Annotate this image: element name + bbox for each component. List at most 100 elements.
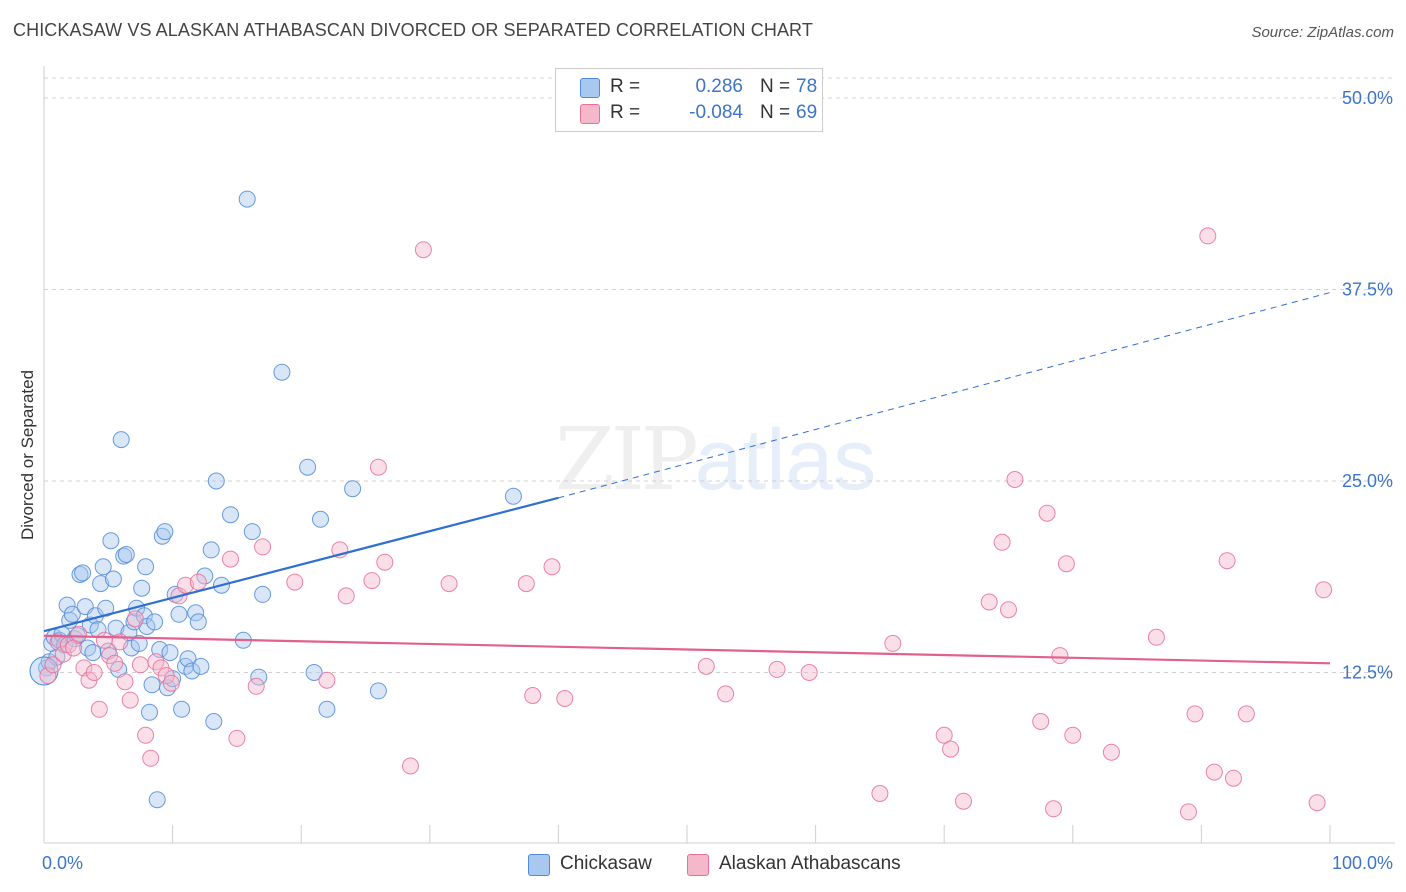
chickasaw-point [92, 575, 110, 593]
chickasaw-point [238, 190, 256, 208]
legend-swatch-alaskan-athabascans [580, 104, 600, 124]
alaskan-athabascan-point [121, 691, 139, 709]
chickasaw-point [156, 523, 174, 541]
chickasaw-point [305, 664, 323, 681]
chickasaw-point [318, 700, 336, 718]
alaskan-athabascan-point [1205, 763, 1223, 781]
legend-label-alaskan-athabascans: Alaskan Athabascans [719, 853, 901, 874]
chickasaw-point [143, 676, 161, 694]
chickasaw-point [207, 472, 225, 490]
chickasaw-point [115, 547, 133, 565]
alaskan-athabascan-point [1102, 743, 1120, 761]
correlation-legend: R = 0.286 N = 78 R = -0.084 N = 69 [555, 68, 823, 132]
alaskan-athabascan-point [177, 576, 194, 594]
alaskan-athabascan-point [543, 558, 561, 576]
r-label: R = [610, 102, 641, 123]
chickasaw-point [84, 644, 102, 662]
alaskan-athabascan-point [800, 664, 818, 681]
y-tick-label: 50.0% [1342, 88, 1393, 108]
alaskan-athabascan-point [884, 634, 902, 652]
chickasaw-point [141, 703, 158, 721]
r-label: R = [610, 76, 641, 97]
legend-swatch-chickasaw [528, 854, 550, 876]
alaskan-athabascan-point [247, 677, 265, 695]
alaskan-athabascan-point [189, 573, 207, 591]
alaskan-athabascan-point [402, 757, 419, 775]
source-credit: Source: ZipAtlas.com [1251, 24, 1394, 41]
alaskan-athabascan-point [980, 593, 998, 611]
alaskan-athabascan-point [1180, 803, 1197, 821]
alaskan-athabascan-point [44, 656, 62, 674]
alaskan-athabascan-point [337, 587, 355, 605]
chickasaw-point [205, 713, 223, 730]
alaskan-athabascan-points [39, 227, 1333, 821]
alaskan-athabascan-point [1057, 555, 1075, 573]
alaskan-athabascan-point [1237, 705, 1255, 723]
chickasaw-point [254, 585, 272, 603]
alaskan-athabascan-point [1225, 769, 1242, 787]
alaskan-athabascan-point [717, 685, 735, 703]
chickasaw-point [117, 546, 135, 563]
chickasaw-point [369, 682, 387, 700]
chickasaw-point [273, 363, 291, 381]
alaskan-athabascan-point [95, 631, 113, 649]
alaskan-athabascan-point [254, 538, 272, 556]
alaskan-athabascan-point [363, 572, 381, 590]
chickasaw-point [79, 639, 97, 657]
y-tick-label: 37.5% [1342, 280, 1393, 300]
alaskan-athabascan-point [318, 671, 336, 689]
chickasaw-point [63, 605, 81, 623]
chickasaw-point [107, 619, 125, 637]
alaskan-athabascan-point [1051, 647, 1069, 665]
chickasaw-point [299, 458, 317, 476]
chickasaw-point [102, 532, 120, 550]
legend-swatch-alaskan-athabascans [687, 854, 709, 876]
chickasaw-point [130, 634, 148, 652]
chickasaw-point [189, 613, 207, 631]
alaskan-athabascan-point [517, 575, 535, 593]
axes [43, 66, 1395, 844]
y-tick-label: 12.5% [1342, 663, 1393, 683]
x-tick-label: 100.0% [1332, 853, 1393, 873]
alaskan-athabascan-point [993, 533, 1011, 551]
chickasaw-point [74, 564, 92, 582]
chickasaw-point [146, 613, 164, 631]
alaskan-athabascan-point [955, 792, 972, 810]
alaskan-athabascan-point [935, 726, 953, 744]
alaskan-athabascan-point [1315, 581, 1333, 599]
tick-labels: 12.5% 25.0% 37.5% 50.0% 0.0% 100.0% [42, 88, 1393, 873]
alaskan-athabascan-point [1000, 601, 1017, 619]
trend-lines [43, 292, 1331, 665]
chickasaw-point [125, 613, 143, 631]
chickasaw-point [153, 527, 171, 545]
n-value: 78 [796, 76, 818, 97]
legend-label-chickasaw: Chickasaw [560, 853, 652, 874]
alaskan-athabascan-point [116, 673, 134, 691]
n-label: N = [760, 76, 791, 97]
chickasaw-point [243, 523, 261, 541]
chickasaw-trend-line [43, 496, 559, 633]
alaskan-athabascan-point [126, 610, 144, 628]
alaskan-athabascan-point [942, 740, 960, 758]
legend-swatch-chickasaw [580, 78, 600, 98]
alaskan-athabascan-point [90, 700, 108, 718]
alaskan-athabascan-point [1199, 227, 1217, 245]
gridlines [44, 77, 1395, 673]
alaskan-athabascan-point [142, 749, 160, 767]
chickasaw-point [94, 558, 112, 576]
alaskan-athabascan-point [556, 690, 574, 707]
alaskan-athabascan-point [228, 729, 246, 747]
chickasaw-point [222, 506, 239, 524]
chickasaw-point [137, 558, 155, 576]
alaskan-athabascan-point [1218, 552, 1236, 570]
alaskan-athabascan-point [286, 573, 304, 591]
chickasaw-point [192, 657, 210, 675]
alaskan-athabascan-point [1186, 705, 1204, 723]
chickasaw-point [170, 605, 188, 623]
alaskan-athabascan-point [131, 656, 149, 674]
chickasaw-point [148, 791, 166, 809]
chickasaw-point [196, 567, 214, 585]
chickasaw-point [71, 566, 89, 583]
alaskan-athabascan-point [369, 458, 387, 476]
